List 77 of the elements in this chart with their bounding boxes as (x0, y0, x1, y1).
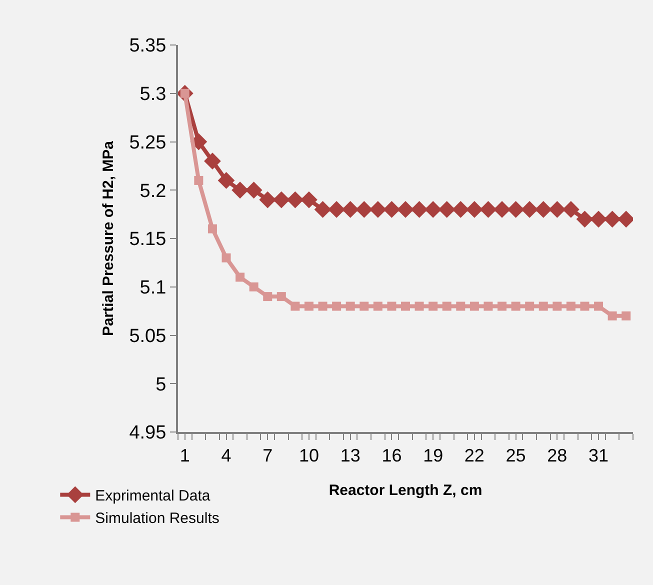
point (290, 302, 300, 311)
y-tick-label: 5.1 (140, 278, 166, 299)
point (442, 302, 452, 311)
point (428, 302, 438, 311)
x-tick-label: 7 (262, 446, 273, 466)
point (580, 302, 590, 311)
point (410, 201, 428, 218)
point (218, 172, 235, 189)
point (232, 182, 248, 199)
point (346, 302, 355, 311)
point (414, 302, 424, 311)
point (480, 201, 497, 218)
point (249, 282, 258, 292)
point (484, 302, 493, 311)
point (470, 302, 479, 311)
point (456, 302, 466, 311)
point (590, 210, 607, 228)
x-tick-label: 10 (298, 446, 319, 466)
y-tick-label: 5.35 (129, 36, 166, 57)
x-tick-label: 4 (221, 446, 232, 466)
point (236, 272, 245, 282)
y-tick-label: 5.05 (129, 326, 166, 347)
y-tick-label: 4.95 (129, 422, 166, 444)
point (397, 201, 414, 218)
y-tick-label: 5.2 (140, 180, 166, 202)
point (594, 302, 604, 311)
point (604, 210, 621, 228)
point (373, 302, 382, 311)
legend-label: Exprimental Data (95, 488, 211, 505)
x-tick-label: 31 (588, 446, 609, 466)
x-tick-label: 13 (340, 446, 360, 466)
point (498, 302, 507, 311)
x-axis-title: Reactor Length Z, cm (328, 482, 482, 500)
point (194, 176, 204, 185)
point (222, 253, 231, 262)
point (511, 302, 520, 311)
point (566, 302, 576, 311)
y-axis-title: Partial Pressure of H2, MPa (100, 140, 117, 336)
point (622, 311, 631, 320)
point (608, 311, 617, 320)
point (562, 201, 580, 218)
point (276, 292, 286, 302)
x-tick-label: 16 (382, 446, 402, 466)
point (494, 201, 510, 218)
point (318, 302, 328, 311)
point (304, 302, 314, 311)
y-tick-label: 5.3 (140, 84, 166, 106)
x-tick-label: 28 (547, 446, 568, 466)
point (300, 191, 318, 208)
y-tick-label: 5.15 (129, 229, 166, 250)
point (360, 302, 369, 311)
point (383, 201, 400, 218)
point (314, 201, 332, 218)
point (552, 302, 562, 311)
point (332, 302, 342, 311)
x-tick-label: 1 (180, 446, 190, 466)
point (272, 191, 290, 208)
point (208, 224, 217, 234)
x-tick-label: 19 (423, 446, 444, 466)
x-tick-label: 25 (506, 446, 526, 466)
y-tick-label: 5.25 (129, 132, 166, 154)
point (401, 302, 410, 311)
point (525, 302, 534, 311)
point (507, 201, 524, 218)
point (538, 302, 548, 311)
x-tick-label: 22 (464, 446, 484, 466)
point (245, 182, 262, 199)
point (263, 292, 272, 302)
point (548, 201, 566, 218)
point (204, 152, 221, 170)
point (576, 210, 594, 228)
legend-label: Simulation Results (95, 510, 220, 528)
point (286, 191, 304, 208)
y-tick-label: 5 (156, 374, 166, 396)
point (259, 191, 276, 208)
point (387, 302, 396, 311)
point (342, 201, 359, 218)
